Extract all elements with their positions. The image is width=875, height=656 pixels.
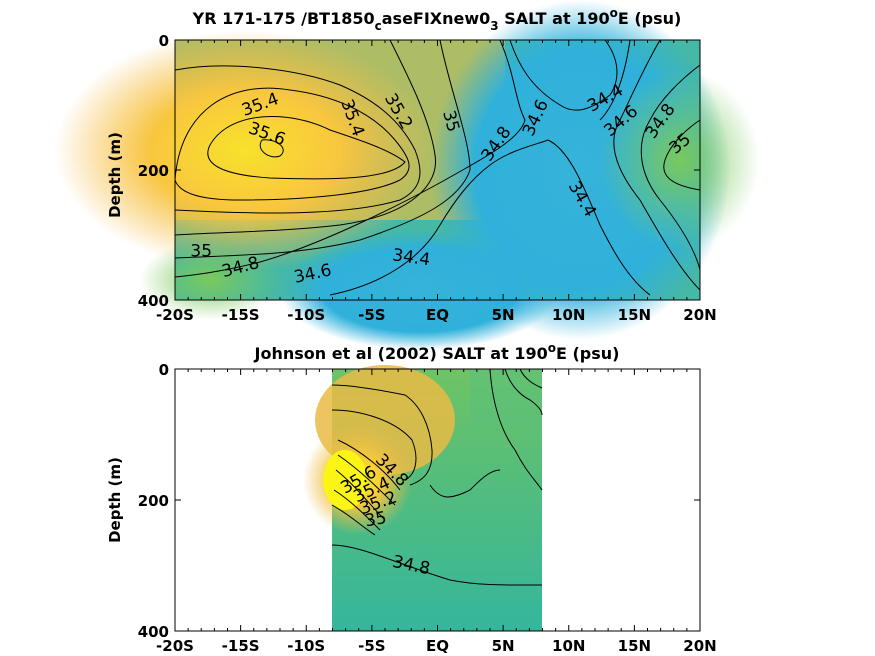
x-tick-label: 10N bbox=[552, 637, 585, 655]
panel-1-title: YR 171-175 /BT1850caseFIXnew03 SALT at 1… bbox=[192, 6, 682, 33]
x-tick-label: 5N bbox=[492, 306, 515, 324]
y-tick-label: 0 bbox=[159, 361, 169, 379]
panel-1-ticks: -20S -15S -10S -5S EQ 5N 10N 15N 20N 0 200 400 bbox=[138, 32, 717, 324]
x-tick-label: -5S bbox=[358, 637, 385, 655]
panel-1-y-axis-label: Depth (m) bbox=[106, 132, 124, 218]
panel-2-contours bbox=[331, 368, 543, 586]
x-tick-label: -5S bbox=[358, 306, 385, 324]
contour-label: 35 bbox=[363, 508, 388, 531]
x-tick-label: -15S bbox=[222, 306, 260, 324]
panel-2-y-axis-label: Depth (m) bbox=[106, 457, 124, 543]
y-tick-label: 0 bbox=[159, 32, 169, 50]
x-tick-label: 15N bbox=[618, 637, 651, 655]
panel-1-contours bbox=[174, 39, 701, 296]
x-tick-label: EQ bbox=[426, 637, 449, 655]
x-tick-label: -10S bbox=[287, 306, 325, 324]
x-tick-label: 10N bbox=[552, 306, 585, 324]
x-tick-label: -20S bbox=[156, 637, 194, 655]
y-tick-label: 200 bbox=[138, 162, 169, 180]
panel-2-title: Johnson et al (2002) SALT at 190oE (psu) bbox=[254, 341, 620, 363]
x-tick-label: -15S bbox=[222, 637, 260, 655]
panel-2-heatmap bbox=[303, 365, 542, 631]
x-tick-label: 5N bbox=[492, 637, 515, 655]
x-tick-label: -10S bbox=[287, 637, 325, 655]
y-tick-label: 400 bbox=[138, 292, 169, 310]
y-tick-label: 200 bbox=[138, 492, 169, 510]
panel-2-ticks: -20S -15S -10S -5S EQ 5N 10N 15N 20N 0 200 400 bbox=[138, 361, 717, 655]
x-tick-label: 15N bbox=[618, 306, 651, 324]
y-tick-label: 400 bbox=[138, 623, 169, 641]
x-tick-label: 20N bbox=[683, 306, 716, 324]
contour-label: 35 bbox=[190, 241, 212, 261]
x-tick-label: 20N bbox=[683, 637, 716, 655]
x-tick-label: -20S bbox=[156, 306, 194, 324]
x-tick-label: EQ bbox=[426, 306, 449, 324]
